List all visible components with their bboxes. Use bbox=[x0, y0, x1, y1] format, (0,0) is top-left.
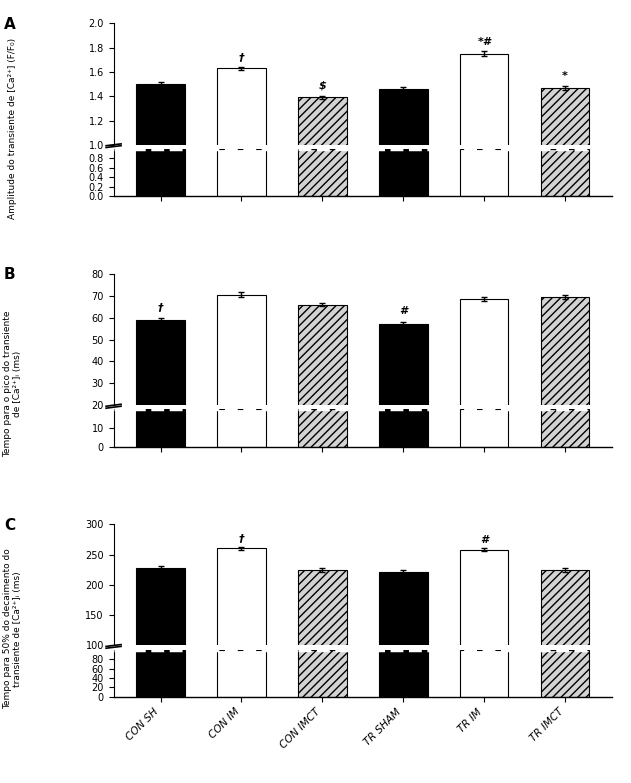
Bar bbox=[298, 149, 346, 197]
Text: *#: *# bbox=[478, 37, 491, 46]
Bar bbox=[541, 650, 589, 697]
Bar bbox=[217, 149, 266, 197]
Bar bbox=[460, 550, 509, 706]
Bar bbox=[217, 548, 266, 706]
Bar bbox=[541, 88, 589, 266]
Bar bbox=[379, 324, 428, 449]
Bar bbox=[379, 410, 428, 446]
Bar bbox=[379, 149, 428, 197]
Text: Tempo para o pico do transiente
de [Ca²⁺]ᵢ (ms): Tempo para o pico do transiente de [Ca²⁺… bbox=[3, 311, 22, 457]
Bar bbox=[136, 319, 185, 449]
Bar bbox=[298, 410, 346, 446]
Bar bbox=[217, 650, 266, 697]
Text: †: † bbox=[158, 302, 163, 312]
Bar bbox=[541, 149, 589, 197]
Text: $: $ bbox=[319, 81, 326, 91]
Bar bbox=[460, 54, 509, 266]
Bar bbox=[298, 305, 346, 449]
Text: B: B bbox=[4, 267, 16, 283]
Bar bbox=[217, 68, 266, 266]
Bar bbox=[460, 650, 509, 697]
Bar bbox=[379, 650, 428, 697]
Bar bbox=[136, 650, 185, 697]
Text: #: # bbox=[399, 306, 407, 316]
Bar bbox=[136, 84, 185, 266]
Text: #: # bbox=[480, 536, 488, 546]
Text: †: † bbox=[239, 533, 244, 543]
Bar bbox=[460, 149, 509, 197]
Text: Tempo para 50% do decaimento do
transiente de [Ca²⁺]ᵢ (ms): Tempo para 50% do decaimento do transien… bbox=[3, 549, 22, 709]
Bar bbox=[298, 97, 346, 266]
Bar bbox=[136, 568, 185, 706]
Text: C: C bbox=[4, 518, 15, 533]
Bar bbox=[541, 297, 589, 449]
Bar bbox=[460, 410, 509, 446]
Bar bbox=[136, 410, 185, 446]
Text: Amplitude do transiente de [Ca²⁺] (F/F₀): Amplitude do transiente de [Ca²⁺] (F/F₀) bbox=[8, 38, 17, 219]
Text: A: A bbox=[4, 17, 16, 32]
Bar bbox=[298, 650, 346, 697]
Bar bbox=[217, 294, 266, 449]
Bar bbox=[136, 149, 185, 197]
Text: *: * bbox=[562, 71, 568, 81]
Bar bbox=[541, 570, 589, 706]
Bar bbox=[379, 572, 428, 706]
Bar bbox=[298, 570, 346, 706]
Bar bbox=[379, 89, 428, 266]
Bar bbox=[541, 410, 589, 446]
Text: †: † bbox=[239, 52, 244, 62]
Bar bbox=[460, 299, 509, 449]
Bar bbox=[217, 410, 266, 446]
